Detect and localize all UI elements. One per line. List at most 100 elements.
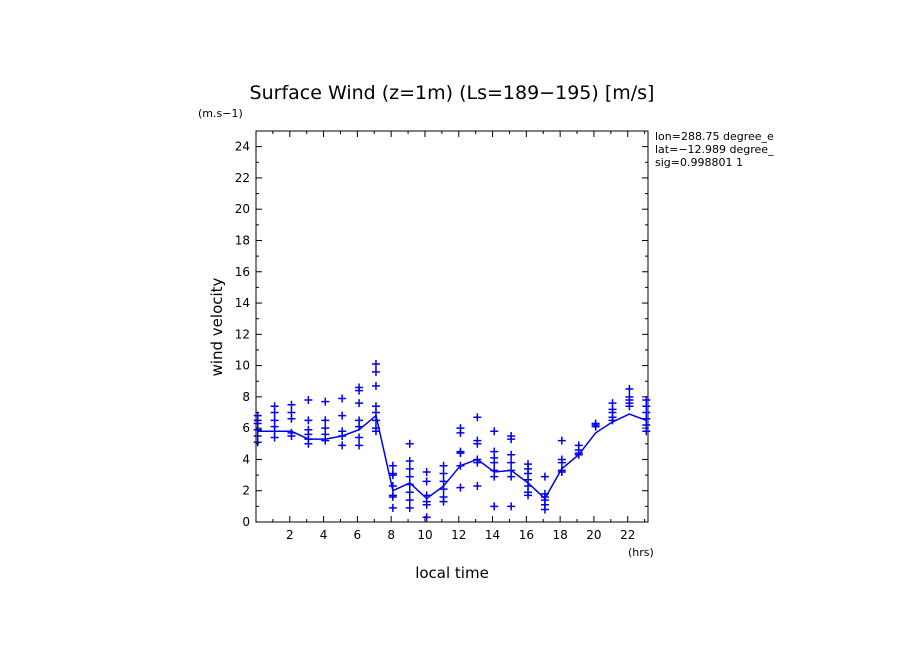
y-tick-label: 20 <box>235 202 250 216</box>
data-point <box>507 458 516 467</box>
x-tick-label: 12 <box>451 528 466 542</box>
data-point <box>355 441 364 450</box>
data-point <box>422 513 431 522</box>
data-point <box>422 467 431 476</box>
data-point <box>456 449 465 458</box>
x-tick-label: 20 <box>586 528 601 542</box>
data-point <box>490 502 499 511</box>
data-point <box>304 416 313 425</box>
info-lat: lat=−12.989 degree_ <box>655 143 774 156</box>
y-tick-label: 4 <box>242 452 250 466</box>
info-lon: lon=288.75 degree_e <box>655 130 774 143</box>
data-point <box>439 461 448 470</box>
x-tick-label: 14 <box>485 528 500 542</box>
data-point <box>388 471 397 480</box>
data-point <box>473 413 482 422</box>
data-point <box>507 450 516 459</box>
x-tick-label: 8 <box>387 528 395 542</box>
data-point <box>355 386 364 395</box>
x-tick-label: 4 <box>320 528 328 542</box>
data-point <box>507 435 516 444</box>
data-point <box>355 399 364 408</box>
y-tick-label: 0 <box>242 515 250 529</box>
data-point <box>321 397 330 406</box>
y-tick-label: 10 <box>235 359 250 373</box>
data-point <box>591 422 600 431</box>
info-sig: sig=0.998801 1 <box>655 156 743 169</box>
y-tick-label: 2 <box>242 484 250 498</box>
data-point <box>405 496 414 505</box>
data-point <box>287 414 296 423</box>
data-point <box>270 408 279 417</box>
y-tick-label: 12 <box>235 327 250 341</box>
data-point <box>507 502 516 511</box>
data-point <box>625 402 634 411</box>
data-point <box>338 411 347 420</box>
x-axis: 2 4 6 8 10 12 14 16 18 20 22 <box>272 131 646 542</box>
data-point <box>524 491 533 500</box>
y-tick-label: 18 <box>235 233 250 247</box>
data-point <box>490 427 499 436</box>
data-point <box>355 433 364 442</box>
data-point <box>507 472 516 481</box>
x-tick-label: 6 <box>354 528 362 542</box>
data-point <box>473 439 482 448</box>
y-tick-label: 14 <box>235 296 250 310</box>
data-point <box>304 439 313 448</box>
data-point <box>388 492 397 501</box>
data-point <box>405 439 414 448</box>
data-point <box>473 482 482 491</box>
y-tick-label: 16 <box>235 265 250 279</box>
data-point <box>321 436 330 445</box>
data-point <box>456 428 465 437</box>
x-axis-units: (hrs) <box>628 546 654 559</box>
data-point <box>422 477 431 486</box>
y-tick-label: 8 <box>242 390 250 404</box>
y-axis-label: wind velocity <box>208 277 226 376</box>
data-point <box>405 503 414 512</box>
data-point <box>287 400 296 409</box>
data-point <box>405 457 414 466</box>
data-point <box>422 500 431 509</box>
data-point <box>371 367 380 376</box>
x-tick-label: 10 <box>417 528 432 542</box>
data-point <box>490 472 499 481</box>
data-point <box>540 472 549 481</box>
y-axis-units: (m.s−1) <box>198 107 243 120</box>
data-point <box>456 483 465 492</box>
plot-area <box>253 360 651 522</box>
plot-frame <box>255 130 649 523</box>
data-point <box>371 427 380 436</box>
data-point <box>439 497 448 506</box>
x-tick-label: 16 <box>519 528 534 542</box>
y-tick-label: 24 <box>235 140 250 154</box>
data-point <box>371 381 380 390</box>
data-point <box>439 469 448 478</box>
data-point <box>338 394 347 403</box>
x-axis-label: local time <box>415 564 489 582</box>
data-point <box>338 441 347 450</box>
data-point <box>405 488 414 497</box>
data-point <box>405 464 414 473</box>
data-point <box>557 436 566 445</box>
y-tick-label: 22 <box>235 171 250 185</box>
mean-line <box>257 413 647 500</box>
data-point <box>557 458 566 467</box>
data-point <box>321 416 330 425</box>
data-point <box>388 461 397 470</box>
data-point <box>540 505 549 514</box>
data-point <box>439 477 448 486</box>
data-point <box>642 427 651 436</box>
x-tick-label: 22 <box>620 528 635 542</box>
data-point <box>405 472 414 481</box>
data-point <box>270 433 279 442</box>
chart-title: Surface Wind (z=1m) (Ls=189−195) [m/s] <box>250 82 655 104</box>
data-point <box>388 503 397 512</box>
x-tick-label: 2 <box>286 528 294 542</box>
data-point <box>253 438 262 447</box>
x-tick-label: 18 <box>552 528 567 542</box>
data-point <box>625 385 634 394</box>
data-point <box>304 396 313 405</box>
data-point <box>490 458 499 467</box>
